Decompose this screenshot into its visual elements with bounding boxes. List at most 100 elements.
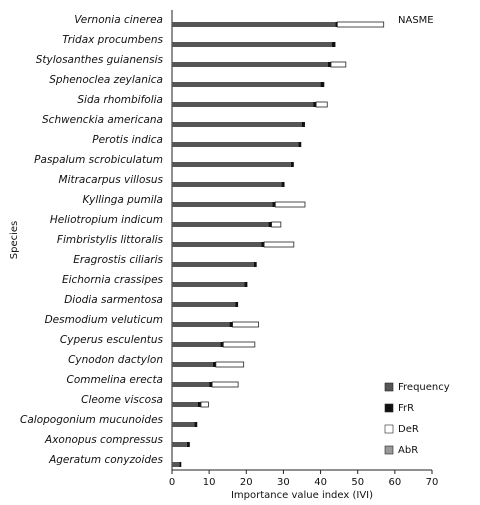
bar-segment (315, 101, 328, 108)
bar-segment (212, 362, 216, 367)
bar-segment (336, 21, 385, 28)
x-tick-label: 20 (240, 477, 253, 488)
legend-label: FrR (398, 403, 414, 414)
species-label: Eichornia crassipes (62, 274, 164, 286)
bar-segment (229, 322, 233, 327)
x-tick-label: 0 (169, 477, 175, 488)
species-label: Sida rhombifolia (77, 94, 163, 106)
bar-segment (328, 62, 331, 67)
species-label: Mitracarpus villosus (59, 174, 164, 186)
species-label: Cynodon dactylon (68, 354, 163, 366)
bar-segment (172, 182, 282, 187)
species-label: Commelina erecta (67, 374, 164, 386)
bar-segment (222, 341, 256, 348)
bar-segment (290, 162, 294, 167)
bar-segment (172, 102, 314, 107)
x-axis-label: Importance value index (IVI) (231, 490, 373, 501)
bar-segment (172, 82, 321, 87)
bar-segment (172, 402, 198, 407)
bar-segment (215, 361, 245, 368)
bar-segment (330, 61, 347, 68)
bar-segment (209, 382, 213, 387)
bar-segment (179, 462, 182, 467)
x-tick-label: 30 (277, 477, 290, 488)
bar-segment (172, 422, 195, 427)
annotation: NASME (398, 15, 434, 26)
bar-segment (172, 222, 269, 227)
species-label: Perotis indica (92, 134, 163, 146)
legend-label: Frequency (398, 382, 450, 393)
legend-swatch (384, 403, 394, 413)
legend-label: AbR (398, 445, 418, 456)
bar-segment (331, 42, 336, 47)
bar-segment (172, 342, 221, 347)
bar-segment (172, 162, 291, 167)
bar-segment (172, 362, 213, 367)
bar-segment (261, 242, 265, 247)
species-label: Desmodium veluticum (45, 314, 163, 326)
x-tick-label: 40 (314, 477, 327, 488)
bar-segment (298, 142, 302, 147)
bar-segment (281, 182, 285, 187)
species-label: Stylosanthes guianensis (36, 54, 164, 66)
bar-segment (335, 22, 338, 27)
species-label: Diodia sarmentosa (64, 294, 163, 306)
bar-segment (220, 342, 224, 347)
species-label: Tridax procumbens (62, 34, 163, 46)
bar-segment (274, 201, 306, 208)
x-tick-label: 60 (388, 477, 401, 488)
species-label: Calopogonium mucunoides (20, 414, 164, 426)
bar-segment (272, 202, 276, 207)
bar-segment (172, 302, 236, 307)
bar-segment (320, 82, 325, 87)
species-label: Ageratum conyzoides (48, 454, 163, 466)
bar-segment (268, 222, 272, 227)
bar-segment (263, 241, 295, 248)
x-tick-label: 70 (426, 477, 439, 488)
bar-segment (198, 402, 201, 407)
species-label: Schwenckia americana (42, 114, 163, 126)
bar-segment (302, 122, 305, 127)
bar-segment (244, 282, 248, 287)
species-label: Paspalum scrobiculatum (34, 154, 163, 166)
species-label: Sphenoclea zeylanica (49, 74, 163, 86)
bar-segment (194, 422, 198, 427)
bar-segment (172, 22, 336, 27)
bar-segment (235, 302, 239, 307)
bar-segment (172, 282, 245, 287)
species-label: Axonopus compressus (44, 434, 163, 446)
legend-swatch (384, 445, 394, 455)
bar-segment (253, 262, 257, 267)
species-label: Cleome viscosa (81, 394, 163, 406)
species-label: Cyperus esculentus (60, 334, 164, 346)
species-label: Heliotropium indicum (50, 214, 163, 226)
bar-segment (232, 321, 259, 328)
species-label: Vernonia cinerea (74, 14, 163, 26)
bar-segment (172, 462, 180, 467)
bar-segment (172, 242, 262, 247)
bar-segment (172, 202, 273, 207)
species-label: Kyllinga pumila (83, 194, 163, 206)
legend-swatch (384, 382, 394, 392)
bar-segment (172, 62, 328, 67)
species-label: Eragrostis ciliaris (73, 254, 163, 266)
x-tick-label: 50 (351, 477, 364, 488)
legend-swatch (384, 424, 394, 434)
legend-label: DeR (398, 424, 419, 435)
bar-segment (200, 401, 209, 408)
bar-segment (172, 142, 299, 147)
bar-segment (313, 102, 317, 107)
bar-segment (172, 122, 302, 127)
bar-segment (172, 42, 332, 47)
x-tick-label: 10 (203, 477, 216, 488)
bar-segment (172, 322, 230, 327)
bar-segment (172, 262, 254, 267)
y-axis-label: Species (9, 221, 20, 260)
bar-segment (172, 442, 187, 447)
bar-segment (172, 382, 210, 387)
bar-segment (211, 381, 239, 388)
bar-segment (271, 221, 282, 228)
species-label: Fimbristylis littoralis (57, 234, 164, 246)
bar-segment (186, 442, 190, 447)
